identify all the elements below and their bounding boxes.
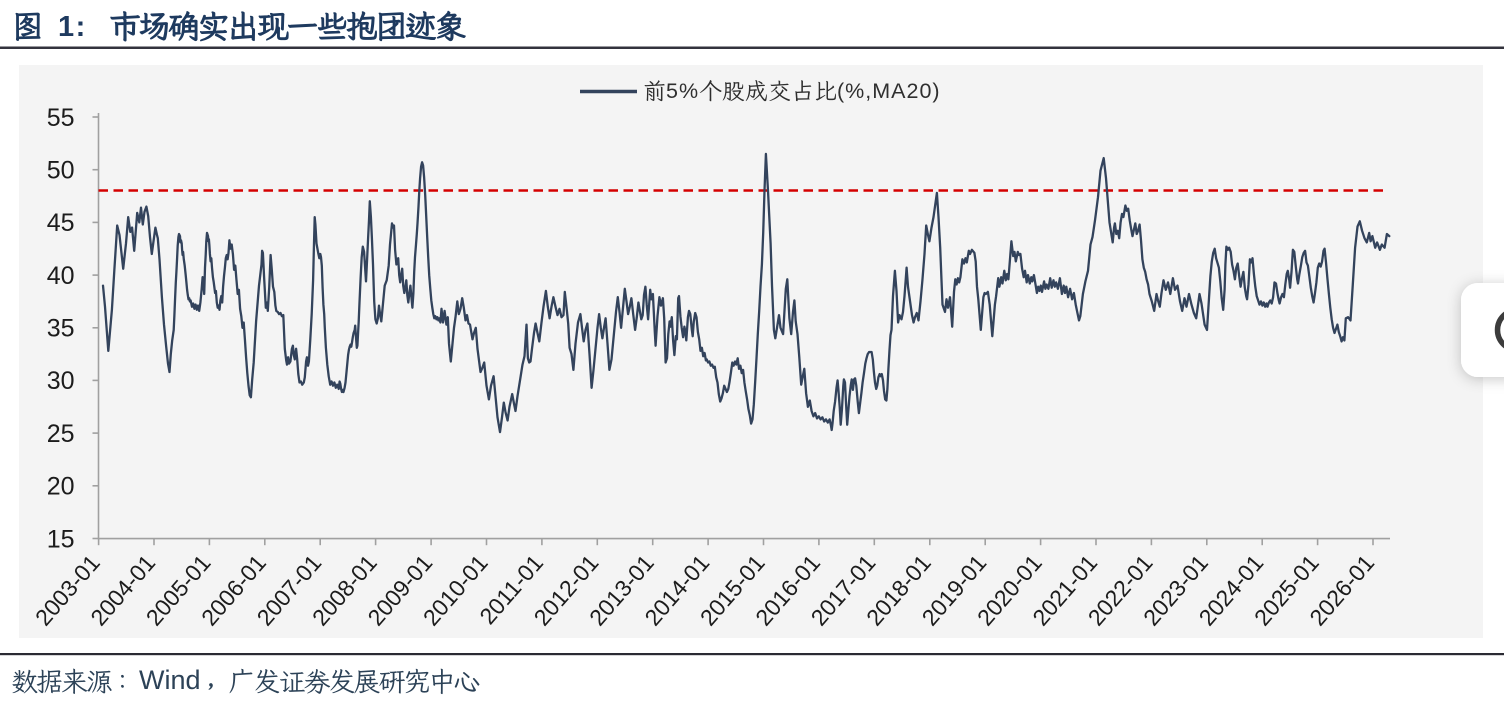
svg-text:40: 40 — [47, 262, 75, 290]
svg-text:25: 25 — [47, 420, 75, 448]
svg-text:30: 30 — [47, 367, 75, 395]
svg-text:45: 45 — [47, 209, 75, 237]
svg-text:15: 15 — [47, 525, 75, 553]
svg-text:1:: 1: — [58, 11, 87, 43]
svg-text:35: 35 — [47, 315, 75, 343]
svg-text:(%,MA20): (%,MA20) — [837, 79, 941, 103]
svg-text:55: 55 — [47, 104, 75, 132]
svg-text:5%: 5% — [666, 79, 699, 103]
svg-text:50: 50 — [47, 157, 75, 185]
svg-text:20: 20 — [47, 473, 75, 501]
svg-text:Wind: Wind — [139, 665, 201, 695]
